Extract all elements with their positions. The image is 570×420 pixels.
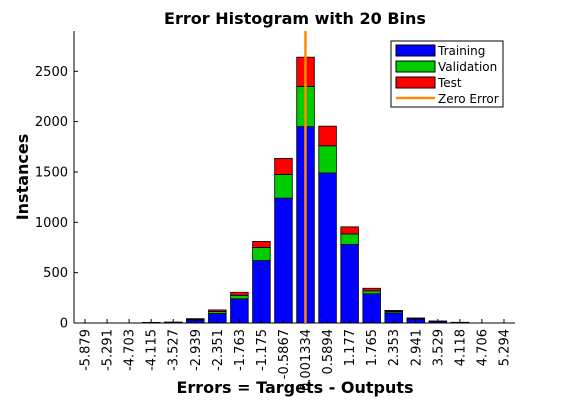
legend-label-test: Test	[437, 76, 462, 90]
bar-validation-8	[252, 247, 271, 261]
chart-title: Error Histogram with 20 Bins	[164, 9, 426, 28]
x-tick-label-6: -2.351	[211, 329, 226, 371]
legend-label-validation: Validation	[438, 60, 497, 74]
x-tick-label-3: -4.115	[145, 329, 160, 371]
y-tick-label-3: 1500	[35, 165, 68, 180]
bar-test-15	[406, 317, 425, 319]
x-tick-label-19: 5.294	[497, 329, 512, 366]
x-axis-label: Errors = Targets - Outputs	[176, 378, 413, 397]
y-tick-label-2: 1000	[35, 216, 68, 231]
x-tick-label-0: -5.879	[79, 329, 94, 371]
x-tick-label-8: -1.175	[255, 329, 270, 371]
bar-validation-13	[362, 290, 381, 295]
bars-layer	[141, 56, 470, 324]
y-tick-label-1: 500	[43, 266, 68, 281]
x-tick-label-13: 1.765	[365, 329, 380, 366]
bar-test-8	[252, 241, 271, 248]
bar-training-9	[274, 197, 293, 324]
y-tick-label-5: 2500	[35, 65, 68, 80]
ticks-layer: 0 500 1000 1500 2000 2500 -5.879 -5.291 -4.703 -4…	[35, 65, 513, 391]
bar-training-12	[340, 244, 359, 324]
legend: Training Validation Test Zero Error	[390, 40, 504, 108]
bar-test-14	[384, 310, 403, 312]
bar-test-13	[362, 287, 381, 292]
bar-validation-11	[318, 145, 337, 174]
x-tick-label-2: -4.703	[123, 329, 138, 371]
axes-layer	[73, 31, 515, 324]
legend-swatch-test	[395, 76, 436, 89]
x-tick-label-7: -1.763	[233, 329, 248, 371]
bar-test-11	[318, 125, 337, 147]
x-tick-label-9: -0.5867	[277, 329, 292, 379]
y-tick-label-0: 0	[60, 317, 68, 332]
y-tick-label-4: 2000	[35, 115, 68, 130]
bar-validation-12	[340, 233, 359, 245]
legend-label-zero-error: Zero Error	[438, 92, 499, 106]
legend-swatch-training	[395, 44, 436, 57]
bar-test-7	[230, 291, 249, 296]
y-axis-label: Instances	[13, 134, 32, 221]
x-tick-label-16: 3.529	[431, 329, 446, 366]
bar-validation-7	[230, 294, 249, 300]
bar-training-11	[318, 172, 337, 324]
x-tick-label-4: -3.527	[167, 329, 182, 371]
x-tick-label-5: -2.939	[189, 329, 204, 371]
bar-test-12	[340, 226, 359, 235]
x-tick-label-12: 1.177	[343, 329, 358, 366]
bar-test-6	[208, 309, 227, 312]
x-tick-label-10: 0.001334	[299, 329, 314, 391]
x-tick-label-18: 4.706	[475, 329, 490, 366]
x-tick-label-14: 2.353	[387, 329, 402, 366]
bar-validation-9	[274, 174, 293, 199]
x-tick-label-11: 0.5894	[321, 329, 336, 375]
legend-label-training: Training	[437, 44, 485, 58]
x-tick-label-1: -5.291	[101, 329, 116, 371]
bar-test-9	[274, 157, 293, 175]
legend-swatch-validation	[395, 60, 436, 73]
x-tick-label-17: 4.118	[453, 329, 468, 366]
x-tick-label-15: 2.941	[409, 329, 424, 366]
bar-training-13	[362, 293, 381, 324]
bar-training-8	[252, 260, 271, 324]
